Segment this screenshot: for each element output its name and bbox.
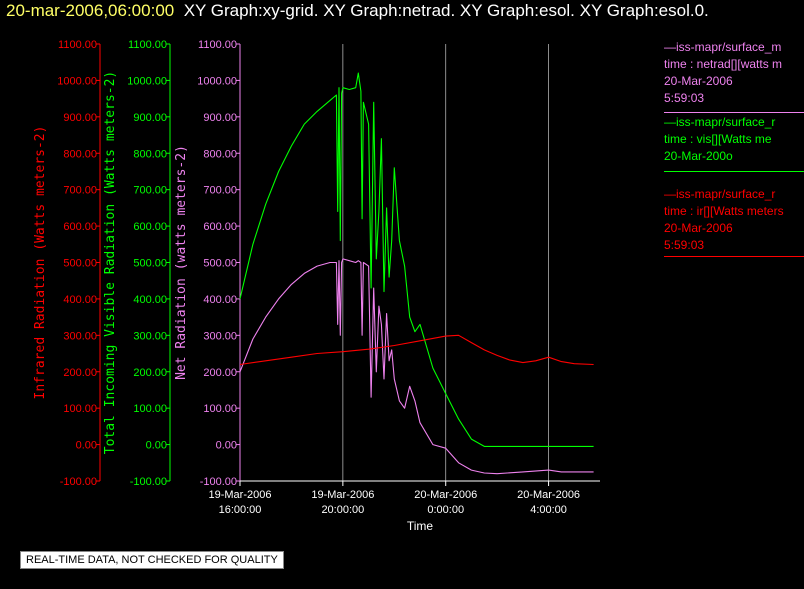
timestamp-label: 20-mar-2006,06:00:00 — [6, 1, 175, 20]
x-tick-label: 20-Mar-2006 — [414, 489, 477, 501]
y-tick-label-ir: 1000.00 — [57, 75, 97, 87]
y-tick-label-ir: 600.00 — [63, 221, 97, 233]
y-tick-label-net: 600.00 — [203, 221, 237, 233]
series-line-net — [239, 258, 594, 475]
x-tick-label: 20-Mar-2006 — [517, 489, 580, 501]
y-tick-label-ir: 800.00 — [63, 148, 97, 160]
page-title: 20-mar-2006,06:00:00 XY Graph:xy-grid. X… — [6, 1, 709, 21]
y-tick-label-net: -100.00 — [200, 476, 237, 488]
legend-divider — [664, 112, 804, 113]
y-tick-label-vis: -100.00 — [130, 476, 167, 488]
legend-date: 20-Mar-200o — [664, 149, 733, 163]
y-tick-label-net: 900.00 — [203, 112, 237, 124]
legend-source: —iss-mapr/surface_m — [664, 40, 782, 54]
y-tick-label-net: 200.00 — [203, 367, 237, 379]
y-tick-label-vis: 300.00 — [133, 330, 167, 342]
y-tick-label-net: 100.00 — [203, 403, 237, 415]
y-tick-label-net: 700.00 — [203, 185, 237, 197]
x-tick-label: 4:00:00 — [530, 504, 567, 516]
y-tick-label-net: 500.00 — [203, 258, 237, 270]
y-tick-label-net: 800.00 — [203, 148, 237, 160]
legend-source: —iss-mapr/surface_r — [664, 115, 776, 129]
y-tick-label-vis: 1000.00 — [127, 75, 167, 87]
y-tick-label-vis: 200.00 — [133, 367, 167, 379]
graph-list-label: XY Graph:xy-grid. XY Graph:netrad. XY Gr… — [183, 1, 709, 20]
legend-entry-net: —iss-mapr/surface_m time : netrad[][watt… — [664, 39, 804, 107]
x-tick-label: 19-Mar-2006 — [311, 489, 374, 501]
legend-date: 20-Mar-2006 — [664, 221, 733, 235]
x-tick-label: 19-Mar-2006 — [209, 489, 272, 501]
y-tick-label-ir: 700.00 — [63, 185, 97, 197]
y-tick-label-vis: 500.00 — [133, 258, 167, 270]
y-tick-label-net: 1100.00 — [198, 39, 237, 51]
y-tick-label-ir: 300.00 — [63, 330, 97, 342]
legend-source: —iss-mapr/surface_r — [664, 187, 776, 201]
y-tick-label-vis: 900.00 — [133, 112, 167, 124]
y-tick-label-net: 1000.00 — [197, 75, 237, 87]
y-tick-label-vis: 400.00 — [133, 294, 167, 306]
y-axis-label-net: Net Radiation (watts meters-2) — [174, 145, 189, 380]
legend-entry-ir: —iss-mapr/surface_r time : ir[][Watts me… — [664, 186, 804, 254]
legend-divider — [664, 171, 804, 172]
y-tick-label-net: 300.00 — [203, 330, 237, 342]
y-tick-label-ir: 1100.00 — [58, 39, 97, 51]
y-tick-label-ir: 900.00 — [63, 112, 97, 124]
x-tick-label: 20:00:00 — [321, 504, 364, 516]
y-tick-label-ir: 100.00 — [63, 403, 97, 415]
y-tick-label-ir: 0.00 — [76, 440, 97, 452]
x-axis-label: Time — [407, 519, 434, 533]
x-tick-label: 0:00:00 — [427, 504, 464, 516]
y-tick-label-ir: 200.00 — [63, 367, 97, 379]
y-tick-label-vis: 0.00 — [146, 440, 167, 452]
y-tick-label-vis: 1100.00 — [128, 39, 167, 51]
data-quality-notice: REAL-TIME DATA, NOT CHECKED FOR QUALITY — [20, 551, 284, 569]
y-axis-label-ir: Infrared Radiation (Watts meters-2) — [33, 126, 48, 400]
y-tick-label-vis: 600.00 — [133, 221, 167, 233]
y-tick-label-net: 0.00 — [216, 440, 237, 452]
series-line-ir — [239, 334, 594, 366]
legend-time: 5:59:03 — [664, 238, 705, 252]
x-tick-label: 16:00:00 — [219, 504, 262, 516]
legend-variable: time : netrad[][watts m — [664, 57, 783, 71]
legend-date: 20-Mar-2006 — [664, 74, 733, 88]
legend-variable: time : vis[][Watts me — [664, 132, 772, 146]
legend-time: 5:59:03 — [664, 91, 705, 105]
y-tick-label-net: 400.00 — [203, 294, 237, 306]
legend-variable: time : ir[][Watts meters — [664, 204, 784, 218]
legend-entry-vis: —iss-mapr/surface_r time : vis[][Watts m… — [664, 114, 804, 165]
y-tick-label-vis: 800.00 — [133, 148, 167, 160]
y-tick-label-vis: 700.00 — [133, 185, 167, 197]
y-tick-label-ir: -100.00 — [60, 476, 97, 488]
y-tick-label-ir: 400.00 — [63, 294, 97, 306]
y-tick-label-ir: 500.00 — [63, 258, 97, 270]
legend-divider — [664, 256, 804, 257]
series-line-vis — [239, 72, 594, 447]
y-tick-label-vis: 100.00 — [133, 403, 167, 415]
y-axis-label-vis: Total Incoming Visible Radiation (Watts … — [103, 71, 118, 455]
